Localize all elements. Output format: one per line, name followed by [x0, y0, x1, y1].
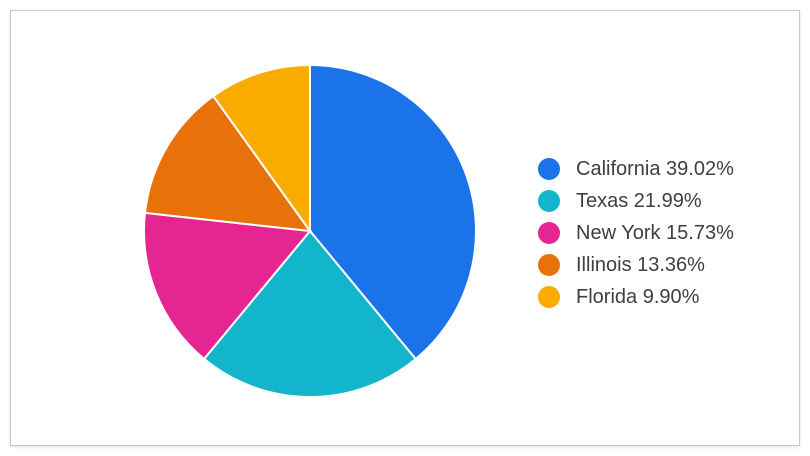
legend-label: Illinois 13.36% [576, 253, 705, 276]
legend: California 39.02% Texas 21.99% New York 15… [538, 153, 734, 313]
legend-label: Florida 9.90% [576, 285, 700, 308]
legend-item[interactable]: Texas 21.99% [538, 185, 734, 217]
pie-slice-california[interactable] [309, 63, 477, 361]
pie-slice-illinois[interactable] [143, 94, 313, 233]
legend-label: New York 15.73% [576, 221, 734, 244]
legend-swatch [538, 158, 560, 180]
legend-label: California 39.02% [576, 157, 734, 180]
pie-slice-florida[interactable] [211, 63, 311, 235]
legend-label: Texas 21.99% [576, 189, 702, 212]
legend-item[interactable]: California 39.02% [538, 153, 734, 185]
legend-item[interactable]: Illinois 13.36% [538, 249, 734, 281]
legend-swatch [538, 190, 560, 212]
pie-slice-new-york[interactable] [143, 211, 312, 361]
legend-swatch [538, 286, 560, 308]
pie-slice-texas[interactable] [202, 229, 418, 398]
legend-swatch [538, 222, 560, 244]
legend-item[interactable]: New York 15.73% [538, 217, 734, 249]
legend-item[interactable]: Florida 9.90% [538, 281, 734, 313]
legend-swatch [538, 254, 560, 276]
